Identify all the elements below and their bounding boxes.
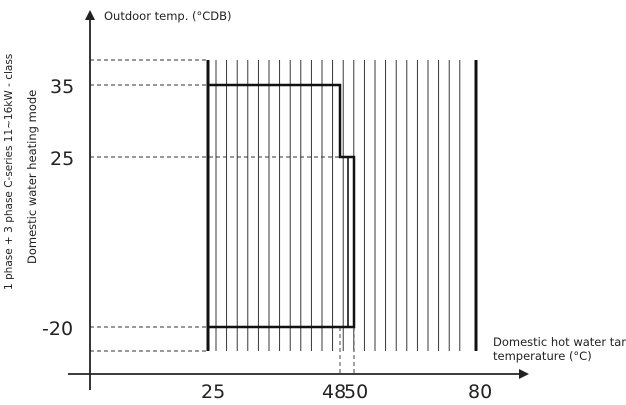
y-axis-title: Outdoor temp. (°CDB) (104, 9, 232, 23)
x-tick-80: 80 (468, 381, 492, 403)
x-tick-25: 25 (201, 381, 225, 403)
y-tick-25: 25 (50, 148, 74, 170)
x-tick-50: 50 (344, 381, 368, 403)
x-axis-title-line2: temperature (°C) (493, 349, 592, 363)
y-tick-35: 35 (50, 76, 74, 98)
side-label-model: 1 phase + 3 phase C-series 11~16kW - cla… (3, 54, 15, 290)
guide-lines (90, 59, 355, 374)
operating-envelope (208, 83, 356, 329)
hatched-region (215, 60, 461, 351)
y-tick-minus-20: -20 (42, 318, 73, 340)
side-label-mode: Domestic water heating mode (25, 90, 39, 264)
x-tick-48: 48 (322, 381, 346, 403)
x-axis-title-line1: Domestic hot water tank (493, 335, 626, 349)
